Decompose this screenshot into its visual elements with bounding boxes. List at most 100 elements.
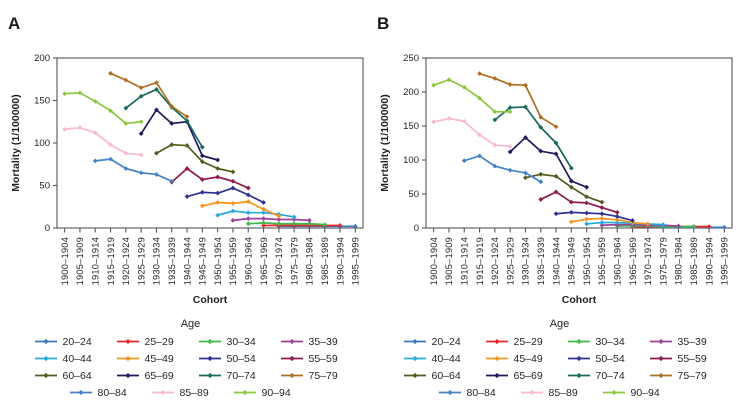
data-point-marker <box>568 219 574 225</box>
panel-a-legend: Age 20–24 25–29 30–34 35–39 40–44 45–49 50–54 55… <box>0 318 369 401</box>
legend-item-90–94: 90–94 <box>233 387 315 399</box>
legend-row: 60–64 65–69 70–74 75–79 <box>0 367 369 384</box>
x-axis-title: Cohort <box>562 294 597 306</box>
x-tick-label: 1920–1924 <box>121 237 131 285</box>
legend-title: Age <box>549 318 570 330</box>
legend-label: 85–89 <box>179 386 209 399</box>
data-point-marker <box>660 222 666 227</box>
legend-item-90–94: 90–94 <box>602 387 684 399</box>
x-tick-label: 1960–1964 <box>243 237 253 285</box>
x-tick-label: 1990–1994 <box>335 237 345 285</box>
data-point-marker <box>599 216 605 221</box>
panel-a: A 0 50 100 150 200 1900–1904 1905–1909 1910–191… <box>0 14 369 401</box>
data-point-marker <box>492 76 498 81</box>
legend-row: 80–84 85–89 90–94 <box>369 384 738 401</box>
data-point-marker <box>245 221 251 227</box>
y-tick-label: 0 <box>45 223 50 234</box>
legend-item-65–69: 65–69 <box>116 370 198 382</box>
series-line-70–74 <box>125 88 204 148</box>
data-point-marker <box>538 148 544 154</box>
data-point-marker <box>584 200 590 206</box>
data-point-marker <box>553 151 559 157</box>
data-point-marker <box>138 119 144 125</box>
legend-item-50–54: 50–54 <box>567 353 649 365</box>
data-point-marker <box>199 144 205 150</box>
panel-b: B 0 50 100 150 200 250 1900–1904 1905–1909 1910–… <box>369 0 738 410</box>
series-line-75–79 <box>479 72 557 128</box>
series-line-80–84 <box>95 158 173 183</box>
data-point-marker <box>123 166 129 171</box>
data-point-marker <box>230 178 236 184</box>
series-line-45–49 <box>202 200 280 217</box>
data-point-marker <box>538 114 544 120</box>
data-point-marker <box>721 224 727 230</box>
data-point-marker <box>261 216 266 222</box>
legend-label: 60–64 <box>431 369 461 382</box>
data-point-marker <box>507 149 513 155</box>
x-axis-title: Cohort <box>193 294 228 306</box>
legend-line-marker-icon <box>69 389 92 396</box>
data-point-marker <box>184 166 190 171</box>
x-tick-label: 1950–1954 <box>582 237 592 285</box>
data-point-marker <box>123 77 129 83</box>
legend-item-75–79: 75–79 <box>649 370 731 382</box>
data-point-marker <box>431 119 437 125</box>
x-tick-label: 1955–1959 <box>228 237 238 285</box>
data-point-marker <box>446 77 452 83</box>
data-point-marker <box>630 218 635 223</box>
data-point-marker <box>215 166 221 171</box>
data-point-marker <box>307 217 312 223</box>
data-point-marker <box>568 178 574 184</box>
legend-item-25–29: 25–29 <box>485 336 567 348</box>
data-point-marker <box>184 114 190 120</box>
legend-line-marker-icon <box>567 338 590 345</box>
legend-row: 40–44 45–49 50–54 55–59 <box>0 350 369 367</box>
data-point-marker <box>291 217 297 222</box>
x-tick-label: 1940–1944 <box>551 237 561 285</box>
x-tick-label: 1935–1939 <box>167 237 177 285</box>
data-point-marker <box>599 220 605 225</box>
x-tick-label: 1925–1929 <box>505 237 515 285</box>
legend-line-marker-icon <box>520 389 543 396</box>
data-point-marker <box>584 221 590 227</box>
data-point-marker <box>614 214 620 219</box>
legend-label: 45–49 <box>513 352 543 365</box>
data-point-marker <box>92 158 98 164</box>
data-point-marker <box>123 105 129 111</box>
data-point-marker <box>77 125 83 131</box>
data-point-marker <box>245 210 251 216</box>
legend-line-marker-icon <box>602 389 625 396</box>
data-point-marker <box>568 184 574 190</box>
data-point-marker <box>169 178 175 184</box>
data-point-marker <box>261 220 266 226</box>
legend-line-marker-icon <box>403 372 426 379</box>
x-tick-label: 1975–1979 <box>289 237 299 285</box>
legend-line-marker-icon <box>403 338 426 345</box>
legend-item-35–39: 35–39 <box>649 336 731 348</box>
panel-b-chart: 0 50 100 150 200 250 1900–1904 1905–1909 1910–19… <box>379 53 733 306</box>
legend-item-50–54: 50–54 <box>198 353 280 365</box>
series-line-55–59 <box>171 167 249 189</box>
data-point-marker <box>245 185 251 191</box>
data-point-marker <box>599 211 605 217</box>
legend-label: 70–74 <box>226 369 256 382</box>
y-axis-title: Mortality (1/100000) <box>10 94 22 191</box>
legend-item-60–64: 60–64 <box>403 370 485 382</box>
legend-line-marker-icon <box>116 372 139 379</box>
legend-line-marker-icon <box>485 355 508 362</box>
legend-line-marker-icon <box>198 355 221 362</box>
x-tick-label: 1930–1934 <box>152 237 162 285</box>
data-point-marker <box>199 159 205 165</box>
x-tick-label: 1905–1909 <box>75 237 85 285</box>
data-point-marker <box>568 209 574 215</box>
x-tick-label: 1950–1954 <box>213 237 223 285</box>
data-point-marker <box>553 173 559 179</box>
data-point-marker <box>261 200 266 205</box>
x-tick-label: 1910–1914 <box>459 237 469 285</box>
data-point-marker <box>477 71 482 77</box>
legend-line-marker-icon <box>567 372 590 379</box>
x-tick-label: 1960–1964 <box>612 237 622 285</box>
data-point-marker <box>614 209 620 215</box>
legend-row: 20–24 25–29 30–34 35–39 <box>369 333 738 350</box>
x-tick-label: 1980–1984 <box>305 237 315 285</box>
